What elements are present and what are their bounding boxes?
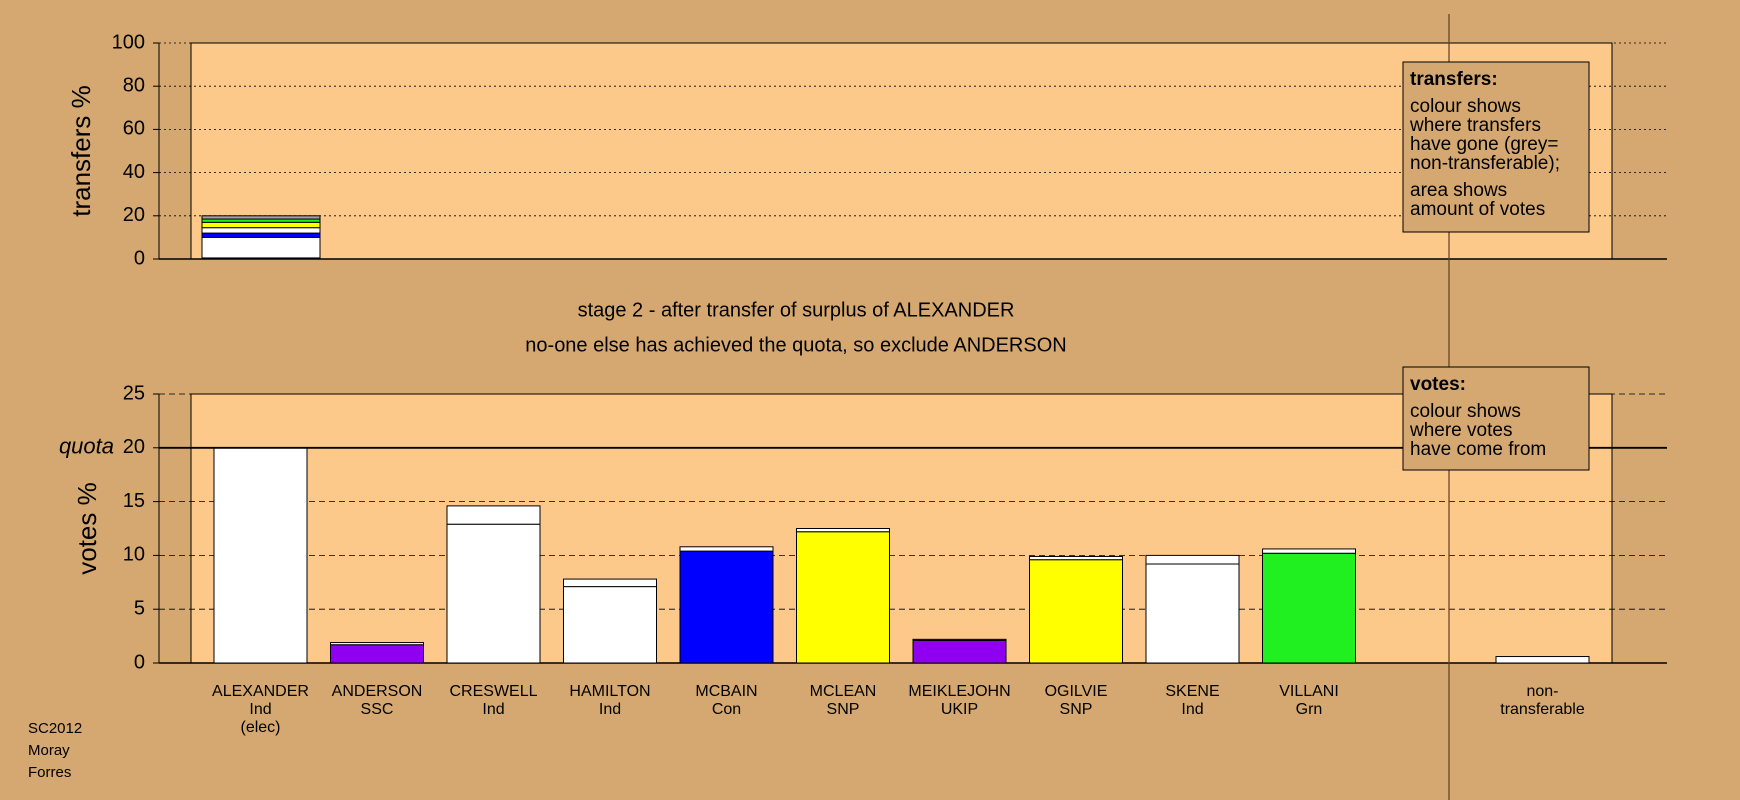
x-tick-label: Ind	[1181, 701, 1203, 718]
footer-line: SC2012	[28, 720, 82, 737]
bar-segment	[796, 531, 890, 664]
bar-segment	[201, 232, 321, 238]
annotation-line: where transfers	[1409, 115, 1541, 136]
bar-segment	[1145, 554, 1240, 565]
bar-segment	[330, 644, 424, 664]
x-tick-label: SNP	[827, 701, 860, 718]
bar-segment	[796, 528, 890, 533]
bar-segment	[1495, 656, 1590, 664]
annotation-line: amount of votes	[1410, 199, 1545, 220]
x-tick-label: SNP	[1060, 701, 1093, 718]
bar-segment	[201, 227, 321, 234]
annotation-line: area shows	[1410, 180, 1507, 201]
annotation-line: where votes	[1409, 420, 1512, 441]
bar-segment	[679, 550, 774, 664]
x-tick-label: VILLANI	[1279, 683, 1339, 700]
bar-segment	[446, 523, 541, 664]
y-tick-label: 10	[123, 544, 145, 566]
y-tick-label: 80	[123, 74, 145, 96]
y-tick-label: 0	[134, 247, 145, 269]
x-tick-label: ANDERSON	[332, 683, 423, 700]
annotation-box	[1402, 61, 1590, 233]
y-tick-label: 100	[112, 31, 145, 53]
bar-segment	[201, 221, 321, 229]
annotation-line: have come from	[1410, 439, 1546, 460]
x-tick-label: ALEXANDER	[212, 683, 309, 700]
plot-panel	[190, 42, 1613, 260]
title-line: no-one else has achieved the quota, so e…	[525, 334, 1066, 356]
bar-segment	[1262, 548, 1356, 554]
x-tick-label: (elec)	[240, 719, 280, 736]
y-tick-label: 40	[123, 161, 145, 183]
bar-segment	[679, 546, 774, 552]
bar-segment	[1029, 559, 1123, 664]
bar-segment	[563, 586, 657, 664]
y-axis-label: votes %	[72, 482, 102, 575]
annotation-line: colour shows	[1410, 401, 1521, 422]
x-tick-label: HAMILTON	[569, 683, 650, 700]
bar-segment	[330, 642, 424, 646]
quota-label: quota	[59, 434, 114, 459]
plot-panel	[190, 393, 1613, 664]
x-tick-label: Ind	[249, 701, 271, 718]
x-tick-label: MEIKLEJOHN	[908, 683, 1010, 700]
x-tick-label: MCLEAN	[810, 683, 877, 700]
bar-segment	[912, 639, 1007, 664]
x-tick-label: Grn	[1296, 701, 1323, 718]
bar-segment	[1029, 555, 1123, 561]
annotation-box	[1402, 366, 1590, 471]
y-tick-label: 20	[123, 436, 145, 458]
bar-segment	[1145, 563, 1240, 664]
x-tick-label: MCBAIN	[695, 683, 757, 700]
x-tick-label: SSC	[361, 701, 394, 718]
y-tick-label: 60	[123, 118, 145, 140]
footer-line: Moray	[28, 742, 70, 759]
x-tick-label: CRESWELL	[449, 683, 537, 700]
x-tick-label: Ind	[482, 701, 504, 718]
annotation-heading: votes:	[1410, 374, 1466, 395]
y-tick-label: 15	[123, 490, 145, 512]
footer-line: Forres	[28, 764, 71, 781]
annotation-line: non-transferable);	[1410, 153, 1560, 174]
bar-segment	[446, 505, 541, 525]
y-axis-label: transfers %	[66, 85, 96, 217]
bar-segment	[201, 215, 321, 220]
x-tick-label: transferable	[1500, 701, 1585, 718]
y-tick-label: 25	[123, 382, 145, 404]
annotation-heading: transfers:	[1410, 69, 1498, 90]
annotation-line: colour shows	[1410, 96, 1521, 117]
bar-segment	[563, 578, 657, 588]
x-tick-label: non-	[1526, 683, 1558, 700]
y-tick-label: 0	[134, 651, 145, 673]
title-line: stage 2 - after transfer of surplus of A…	[578, 299, 1015, 321]
bar-segment	[912, 638, 1007, 641]
x-tick-label: Con	[712, 701, 741, 718]
y-tick-label: 5	[134, 597, 145, 619]
x-tick-label: SKENE	[1165, 683, 1219, 700]
x-tick-label: UKIP	[941, 701, 978, 718]
bar-segment	[213, 447, 308, 664]
x-tick-label: Ind	[599, 701, 621, 718]
x-tick-label: OGILVIE	[1045, 683, 1108, 700]
annotation-line: have gone (grey=	[1410, 134, 1558, 155]
bar-segment	[1262, 552, 1356, 664]
y-tick-label: 20	[123, 204, 145, 226]
bar-segment	[201, 236, 321, 259]
